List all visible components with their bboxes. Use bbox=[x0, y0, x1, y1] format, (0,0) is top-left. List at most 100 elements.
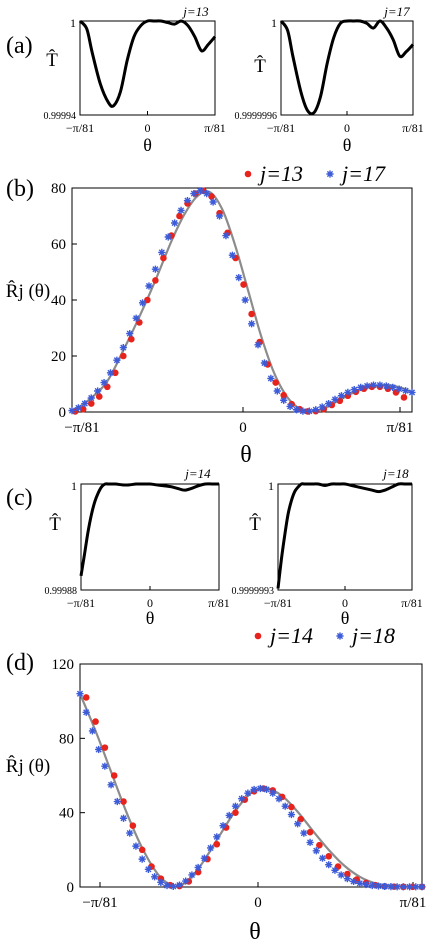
data-point-d-s1-38 bbox=[312, 847, 320, 855]
data-point-b-s1-51 bbox=[395, 385, 403, 393]
data-point-b-s1-10 bbox=[132, 314, 140, 322]
x-tick-label-c2-1: 0 bbox=[342, 596, 348, 610]
data-point-d-s1-43 bbox=[343, 875, 351, 883]
x-tick-label-d-1: 0 bbox=[254, 895, 262, 911]
y-tick-label-d-2: 80 bbox=[59, 731, 74, 747]
chart-title-c2: j=18 bbox=[381, 466, 409, 481]
data-point-b-s1-27 bbox=[241, 296, 249, 304]
data-point-d-s0-22 bbox=[288, 803, 295, 811]
data-point-d-s1-44 bbox=[350, 877, 358, 886]
data-point-d-s1-25 bbox=[231, 802, 240, 810]
data-point-b-s1-43 bbox=[344, 388, 352, 396]
chart-title-c1: j=14 bbox=[183, 466, 211, 481]
data-point-b-s0-4 bbox=[103, 383, 111, 391]
data-point-d-s1-7 bbox=[119, 814, 128, 822]
x-tick-label-c1-2: π/81 bbox=[208, 596, 229, 610]
data-point-b-s1-25 bbox=[228, 251, 236, 259]
data-point-d-s1-18 bbox=[188, 871, 196, 879]
panel-label-b: (b) bbox=[6, 176, 34, 202]
data-point-b-s1-44 bbox=[350, 386, 358, 394]
y-tick-label-a2-bottom: 0.9999996 bbox=[235, 111, 278, 122]
data-point-b-s0-17 bbox=[208, 193, 215, 200]
legend-label-d-0: j=14 bbox=[267, 623, 313, 648]
x-axis-label-c2: θ bbox=[341, 608, 350, 628]
legend-marker-b-0 bbox=[244, 170, 252, 178]
data-point-b-s0-3 bbox=[95, 393, 103, 400]
data-point-b-s1-20 bbox=[196, 187, 204, 195]
data-point-d-s1-37 bbox=[306, 838, 314, 846]
data-point-b-s1-52 bbox=[401, 387, 410, 395]
data-point-b-s1-45 bbox=[357, 383, 365, 391]
data-point-b-s1-21 bbox=[203, 190, 211, 198]
data-point-d-s1-15 bbox=[169, 882, 177, 891]
data-point-d-s1-11 bbox=[144, 865, 152, 873]
data-point-b-s1-26 bbox=[235, 274, 243, 282]
data-point-d-s1-8 bbox=[126, 829, 134, 837]
data-point-d-s1-35 bbox=[294, 820, 302, 828]
y-axis-label-a2: T̂ bbox=[254, 55, 266, 77]
data-point-d-s0-6 bbox=[138, 846, 146, 854]
data-point-d-s0-1 bbox=[92, 718, 99, 725]
series-b-1 bbox=[68, 187, 416, 415]
y-axis-label-a1: T̂ bbox=[46, 49, 58, 71]
y-tick-label-b-1: 20 bbox=[51, 349, 66, 365]
data-point-b-s1-5 bbox=[100, 379, 108, 387]
data-point-d-s1-32 bbox=[275, 795, 283, 803]
data-point-d-s1-3 bbox=[95, 745, 103, 754]
data-point-b-s0-13 bbox=[176, 212, 183, 220]
data-point-d-s0-26 bbox=[325, 853, 333, 860]
x-tick-label-c1-0: −π/81 bbox=[67, 596, 95, 610]
data-point-b-s1-42 bbox=[337, 392, 346, 400]
data-point-d-s0-24 bbox=[306, 828, 314, 836]
data-point-d-s1-27 bbox=[244, 789, 252, 797]
data-point-b-s0-33 bbox=[336, 397, 344, 405]
y-tick-label-b-4: 80 bbox=[51, 181, 66, 197]
data-point-b-s1-3 bbox=[87, 394, 95, 402]
data-point-d-s1-40 bbox=[325, 861, 333, 869]
data-point-d-s0-16 bbox=[232, 809, 239, 816]
data-point-b-s1-33 bbox=[280, 396, 288, 404]
data-point-b-s1-29 bbox=[254, 341, 262, 349]
plot-frame-c1 bbox=[80, 483, 220, 591]
data-point-d-s0-5 bbox=[129, 822, 137, 829]
data-point-b-s1-36 bbox=[299, 407, 307, 415]
x-axis-label-a2: θ bbox=[343, 135, 352, 155]
data-point-b-s0-7 bbox=[128, 335, 135, 343]
series-line-c2 bbox=[276, 482, 412, 589]
data-point-b-s1-1 bbox=[74, 404, 83, 412]
data-point-d-s0-2 bbox=[101, 744, 109, 751]
data-point-d-s1-47 bbox=[368, 881, 376, 890]
y-axis-label-c1: T̂ bbox=[49, 513, 61, 535]
theory-curve-b bbox=[71, 190, 413, 413]
legend-label-d-1: j=18 bbox=[349, 623, 395, 648]
data-point-d-s1-12 bbox=[151, 873, 159, 881]
x-tick-label-c1-1: 0 bbox=[147, 596, 153, 610]
x-axis-label-d: θ bbox=[249, 919, 261, 945]
y-tick-label-b-0: 0 bbox=[59, 405, 67, 421]
data-point-d-s1-21 bbox=[206, 844, 215, 852]
y-tick-label-d-0: 0 bbox=[67, 880, 75, 896]
y-axis-label-d: R̂j (θ) bbox=[6, 755, 50, 777]
data-point-b-s1-2 bbox=[81, 400, 89, 408]
x-axis-label-a1: θ bbox=[143, 135, 152, 155]
x-tick-label-a1-1: 0 bbox=[145, 121, 151, 135]
data-point-d-s0-3 bbox=[110, 772, 118, 779]
data-point-d-s1-42 bbox=[337, 871, 345, 879]
panel-label-d: (d) bbox=[6, 650, 34, 676]
data-point-d-s1-41 bbox=[331, 866, 339, 874]
data-point-d-s0-28 bbox=[344, 870, 351, 878]
data-point-d-s1-33 bbox=[281, 802, 289, 810]
data-point-b-s1-4 bbox=[94, 387, 102, 395]
x-tick-label-a1-2: π/81 bbox=[204, 121, 225, 135]
data-point-b-s1-40 bbox=[325, 400, 333, 408]
data-point-b-s1-39 bbox=[318, 403, 326, 411]
data-point-b-s0-5 bbox=[112, 369, 119, 377]
data-point-d-s1-26 bbox=[238, 795, 246, 803]
series-d-1 bbox=[76, 690, 426, 891]
data-point-b-s1-9 bbox=[126, 330, 134, 338]
data-point-d-s1-5 bbox=[107, 781, 115, 789]
data-point-d-s1-1 bbox=[82, 708, 90, 716]
series-line-c1 bbox=[79, 482, 219, 577]
legend-label-b-1: j=17 bbox=[339, 161, 386, 186]
data-point-b-s0-26 bbox=[280, 391, 287, 399]
